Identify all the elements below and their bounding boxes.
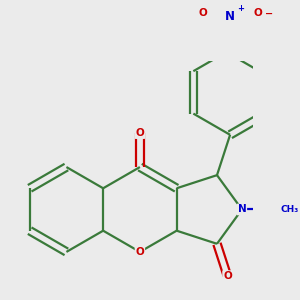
- Text: N: N: [225, 11, 235, 23]
- Text: CH₃: CH₃: [281, 205, 299, 214]
- Text: O: O: [223, 271, 232, 281]
- Text: N: N: [238, 205, 246, 214]
- Text: O: O: [136, 128, 144, 138]
- Text: O: O: [136, 247, 144, 257]
- Text: +: +: [237, 4, 244, 13]
- Text: O: O: [198, 8, 207, 19]
- Text: O: O: [253, 8, 262, 19]
- Text: −: −: [265, 8, 273, 19]
